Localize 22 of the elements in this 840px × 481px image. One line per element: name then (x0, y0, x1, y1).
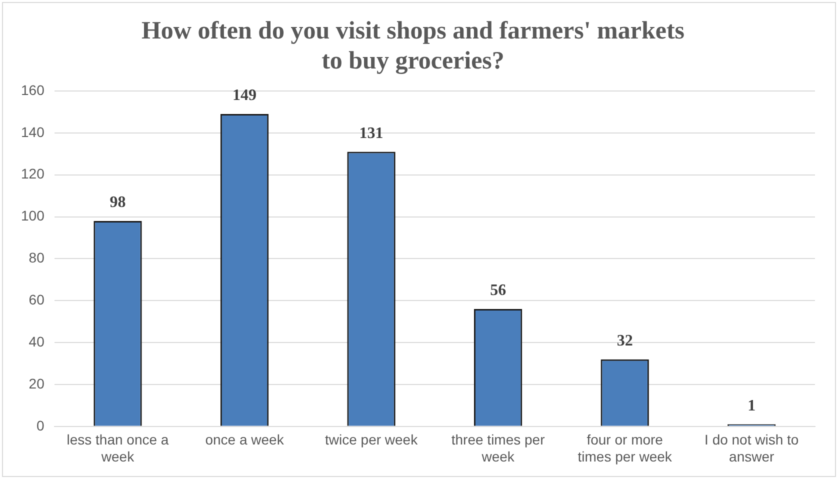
x-tick-label: twice per week (324, 432, 419, 448)
data-label: 1 (748, 397, 756, 414)
x-tick-label: I do not wish to answer (704, 432, 799, 464)
data-label: 32 (616, 332, 633, 350)
y-tick-label: 60 (28, 291, 45, 308)
chart-title: How often do you visit shops and farmers' markets to buy groceries? (141, 17, 685, 74)
y-tick-label: 20 (28, 375, 45, 392)
y-tick-label: 160 (21, 82, 45, 98)
data-label: 131 (359, 124, 384, 142)
y-tick-label: 40 (28, 333, 45, 350)
y-tick-label: 0 (36, 417, 45, 434)
x-tick-label: four or more times per week (578, 432, 673, 464)
y-tick-label: 80 (28, 250, 45, 266)
y-tick-label: 140 (21, 124, 45, 140)
x-tick-label: once a week (205, 432, 285, 448)
y-tick-label: 100 (21, 208, 45, 224)
data-label: 56 (490, 282, 506, 300)
data-label: 98 (110, 194, 126, 212)
x-tick-label: three times per week (451, 432, 546, 464)
x-tick-label: less than once a week (66, 432, 169, 464)
y-tick-label: 120 (21, 166, 45, 182)
data-label: 149 (232, 87, 257, 104)
